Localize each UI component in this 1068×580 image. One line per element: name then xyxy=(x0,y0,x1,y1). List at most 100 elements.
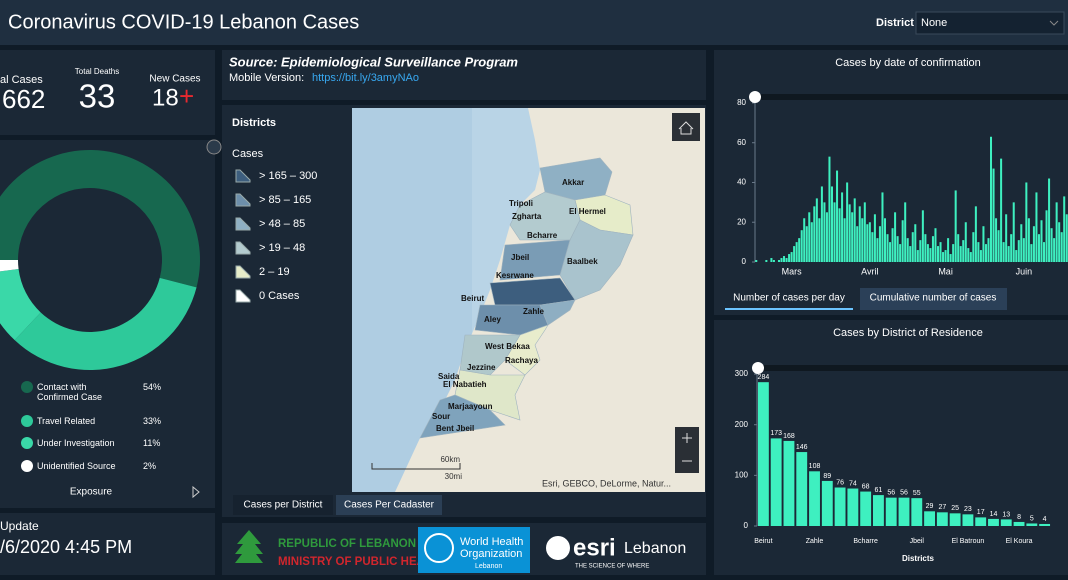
bar xyxy=(898,497,910,526)
header-bar xyxy=(0,0,1068,45)
district-label: Jezzine xyxy=(467,363,496,372)
district-label: West Bekaa xyxy=(485,342,530,351)
map-tab-active[interactable] xyxy=(233,495,333,515)
district-shape xyxy=(489,277,576,306)
chart-tab-active[interactable] xyxy=(725,288,853,310)
bar xyxy=(959,246,962,262)
bar xyxy=(911,232,914,262)
bar xyxy=(1002,242,1005,262)
bar xyxy=(975,517,987,526)
y-tick-label: 20 xyxy=(737,217,746,226)
bar xyxy=(866,224,869,262)
legend-label: > 85 – 165 xyxy=(259,194,311,206)
y-tick-label: 300 xyxy=(735,369,749,378)
bar xyxy=(1005,214,1008,262)
bar xyxy=(936,512,948,526)
bar xyxy=(834,487,846,526)
bar xyxy=(889,242,892,262)
district-shape xyxy=(419,394,506,439)
pie-slice xyxy=(0,260,19,272)
map-tab-inactive[interactable] xyxy=(336,495,442,515)
legend-value: 54% xyxy=(143,382,162,392)
source-text: Source: Epidemiological Surveillance Pro… xyxy=(229,54,518,69)
home-button[interactable] xyxy=(672,113,700,141)
bar xyxy=(833,202,836,262)
bar xyxy=(921,210,924,262)
bar xyxy=(988,518,999,526)
bar xyxy=(924,511,935,526)
chart-title: Cases by District of Residence xyxy=(833,327,983,339)
bar xyxy=(1012,202,1015,262)
bar xyxy=(1017,240,1020,262)
range-slider[interactable] xyxy=(757,365,1068,371)
bar xyxy=(876,238,879,262)
expand-icon[interactable] xyxy=(206,139,222,155)
next-arrow[interactable] xyxy=(192,485,200,499)
district-label: Rachaya xyxy=(505,356,538,365)
district-label: Akkar xyxy=(562,178,584,187)
chart-tab[interactable]: Number of cases per day xyxy=(733,293,845,304)
bar xyxy=(785,258,788,262)
district-label: Marjaayoun xyxy=(448,402,493,411)
district-value[interactable]: None xyxy=(921,17,947,29)
value-label: 13 xyxy=(1002,511,1010,518)
bar xyxy=(878,226,881,262)
district-label: Beirut xyxy=(461,294,484,303)
legend-value: 11% xyxy=(143,438,161,448)
bar xyxy=(1045,210,1048,262)
district-shape xyxy=(459,334,521,376)
mobile-link[interactable]: https://bit.ly/3amyNAo xyxy=(312,72,419,84)
bar xyxy=(873,214,876,262)
bar xyxy=(962,240,965,262)
y-tick-label: 200 xyxy=(735,420,749,429)
page-title: Coronavirus COVID-19 Lebanon Cases xyxy=(8,11,359,33)
slider-handle[interactable] xyxy=(752,362,764,374)
district-label: Baalbek xyxy=(567,257,598,266)
legend-swatch xyxy=(21,460,33,472)
bar xyxy=(894,212,897,262)
bar xyxy=(838,208,841,262)
bar xyxy=(924,234,927,262)
bar xyxy=(790,252,793,262)
district-label: El Nabatieh xyxy=(443,380,487,389)
legend-swatch xyxy=(235,193,251,207)
x-tick-label: Bcharre xyxy=(853,538,878,545)
bar xyxy=(1039,523,1051,526)
legend-label: > 19 – 48 xyxy=(259,242,305,254)
who-emblem xyxy=(424,533,454,563)
slider-handle[interactable] xyxy=(749,91,761,103)
mobile-label: Mobile Version: xyxy=(229,72,304,84)
district-dropdown[interactable] xyxy=(915,11,1065,35)
bar xyxy=(1013,521,1025,526)
bar xyxy=(796,452,808,526)
map-tab[interactable]: Cases Per Cadaster xyxy=(344,500,435,511)
bar xyxy=(916,250,919,262)
range-slider[interactable] xyxy=(755,94,1068,100)
bar xyxy=(969,252,972,262)
value-label: 56 xyxy=(900,489,908,496)
moph-line2: MINISTRY OF PUBLIC HEALTH xyxy=(278,556,446,568)
value-label: 168 xyxy=(783,433,795,440)
y-tick-label: 80 xyxy=(737,98,746,107)
y-tick-label: 0 xyxy=(744,521,749,530)
bar xyxy=(952,244,955,262)
bar xyxy=(939,242,942,262)
map-tab[interactable]: Cases per District xyxy=(244,500,323,511)
bar xyxy=(1032,226,1035,262)
map[interactable]: Akkar Tripoli Zgharta El Hermel Bcharre … xyxy=(352,108,705,492)
bar xyxy=(949,513,961,526)
bar xyxy=(936,246,940,262)
who-line2: Organization xyxy=(460,548,522,560)
bar xyxy=(809,471,820,526)
chart-tab[interactable]: Cumulative number of cases xyxy=(870,293,997,304)
bar xyxy=(1048,178,1051,262)
bar xyxy=(992,168,995,262)
bar xyxy=(815,198,818,262)
bar xyxy=(990,136,993,262)
chart-tab-inactive[interactable] xyxy=(860,288,1007,310)
bar xyxy=(987,238,990,262)
bar xyxy=(1010,234,1013,262)
value-label: 17 xyxy=(977,509,985,516)
pie-slice xyxy=(0,269,41,341)
bar xyxy=(914,224,917,262)
